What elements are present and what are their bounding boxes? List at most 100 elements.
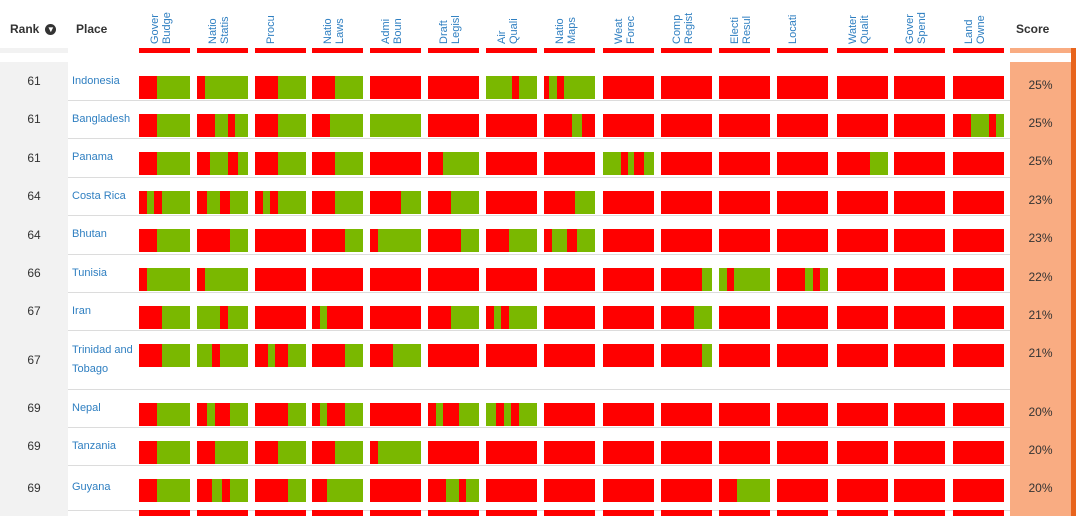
score-bar-cell[interactable]	[370, 344, 421, 367]
score-bar-cell[interactable]	[255, 76, 306, 99]
table-row[interactable]: 69 Nepal 20%	[0, 389, 1071, 428]
score-bar-cell[interactable]	[370, 229, 421, 252]
score-header[interactable]: Score	[1016, 22, 1050, 36]
score-bar-cell[interactable]	[370, 114, 421, 137]
table-row[interactable]: 61 Panama 25%	[0, 138, 1071, 178]
score-bar-cell[interactable]	[197, 344, 248, 367]
score-bar-cell[interactable]	[837, 344, 888, 367]
column-header[interactable]: Locati	[787, 0, 844, 44]
score-bar-cell[interactable]	[837, 479, 888, 502]
place-link[interactable]: Tanzania	[72, 439, 117, 452]
score-bar-cell[interactable]	[255, 268, 306, 291]
score-bar-cell[interactable]	[255, 403, 306, 426]
score-bar-cell[interactable]	[428, 479, 479, 502]
column-header[interactable]: Water Qualit	[847, 0, 904, 44]
score-bar-cell[interactable]	[544, 152, 595, 175]
score-bar-cell[interactable]	[370, 191, 421, 214]
score-bar-cell[interactable]	[719, 229, 770, 252]
score-bar-cell[interactable]	[370, 441, 421, 464]
score-bar-cell[interactable]	[953, 114, 1004, 137]
score-bar-cell[interactable]	[894, 403, 945, 426]
score-bar-cell[interactable]	[719, 441, 770, 464]
score-bar-cell[interactable]	[719, 306, 770, 329]
score-bar-cell[interactable]	[953, 344, 1004, 367]
score-bar-cell[interactable]	[603, 268, 654, 291]
score-bar-cell[interactable]	[544, 479, 595, 502]
score-bar-cell[interactable]	[894, 344, 945, 367]
score-bar-cell[interactable]	[777, 479, 828, 502]
column-header[interactable]: Admi Boun	[380, 0, 437, 44]
score-bar-cell[interactable]	[139, 403, 190, 426]
column-header[interactable]: Natio Laws	[322, 0, 379, 44]
score-bar-cell[interactable]	[544, 229, 595, 252]
score-bar-cell[interactable]	[953, 441, 1004, 464]
score-bar-cell[interactable]	[486, 441, 537, 464]
score-bar-cell[interactable]	[312, 76, 363, 99]
place-link[interactable]: Trinidad and Tobago	[72, 343, 133, 375]
score-bar-cell[interactable]	[428, 152, 479, 175]
column-header[interactable]: Gover Spend	[904, 0, 961, 44]
score-bar-cell[interactable]	[428, 268, 479, 291]
score-bar-cell[interactable]	[661, 306, 712, 329]
place-header[interactable]: Place	[76, 22, 108, 36]
score-bar-cell[interactable]	[544, 403, 595, 426]
score-bar-cell[interactable]	[486, 479, 537, 502]
score-bar-cell[interactable]	[544, 76, 595, 99]
score-bar-cell[interactable]	[544, 344, 595, 367]
table-row[interactable]: 69 Guyana 20%	[0, 465, 1071, 511]
score-bar-cell[interactable]	[255, 441, 306, 464]
score-bar-cell[interactable]	[777, 268, 828, 291]
score-bar-cell[interactable]	[255, 344, 306, 367]
place-link[interactable]: Tunisia	[72, 266, 108, 279]
score-bar-cell[interactable]	[777, 441, 828, 464]
score-bar-cell[interactable]	[894, 479, 945, 502]
score-bar-cell[interactable]	[255, 191, 306, 214]
score-bar-cell[interactable]	[255, 479, 306, 502]
place-link[interactable]: Panama	[72, 151, 113, 163]
score-bar-cell[interactable]	[139, 344, 190, 367]
score-bar-cell[interactable]	[603, 306, 654, 329]
score-bar-cell[interactable]	[603, 344, 654, 367]
chevron-down-icon[interactable]: ▼	[45, 24, 57, 36]
score-bar-cell[interactable]	[837, 403, 888, 426]
place-link[interactable]: Iran	[72, 304, 91, 317]
score-bar-cell[interactable]	[837, 229, 888, 252]
score-bar-cell[interactable]	[255, 152, 306, 175]
score-bar-cell[interactable]	[486, 229, 537, 252]
score-bar-cell[interactable]	[428, 403, 479, 426]
score-bar-cell[interactable]	[139, 114, 190, 137]
place-link[interactable]: Costa Rica	[72, 189, 126, 202]
score-bar-cell[interactable]	[603, 479, 654, 502]
score-bar-cell[interactable]	[953, 306, 1004, 329]
score-bar-cell[interactable]	[312, 403, 363, 426]
score-bar-cell[interactable]	[661, 479, 712, 502]
score-bar-cell[interactable]	[312, 479, 363, 502]
score-bar-cell[interactable]	[777, 306, 828, 329]
score-bar-cell[interactable]	[197, 76, 248, 99]
score-bar-cell[interactable]	[370, 306, 421, 329]
score-bar-cell[interactable]	[603, 191, 654, 214]
score-bar-cell[interactable]	[777, 344, 828, 367]
score-bar-cell[interactable]	[603, 229, 654, 252]
score-bar-cell[interactable]	[486, 76, 537, 99]
score-bar-cell[interactable]	[719, 268, 770, 291]
score-bar-cell[interactable]	[837, 268, 888, 291]
score-bar-cell[interactable]	[312, 268, 363, 291]
score-bar-cell[interactable]	[197, 403, 248, 426]
score-bar-cell[interactable]	[777, 403, 828, 426]
score-bar-cell[interactable]	[197, 268, 248, 291]
score-bar-cell[interactable]	[894, 191, 945, 214]
table-row[interactable]: 69 Tanzania 20%	[0, 427, 1071, 466]
score-bar-cell[interactable]	[603, 441, 654, 464]
score-bar-cell[interactable]	[139, 191, 190, 214]
score-bar-cell[interactable]	[255, 306, 306, 329]
score-bar-cell[interactable]	[777, 191, 828, 214]
score-bar-cell[interactable]	[197, 441, 248, 464]
score-bar-cell[interactable]	[603, 403, 654, 426]
score-bar-cell[interactable]	[312, 191, 363, 214]
score-bar-cell[interactable]	[777, 114, 828, 137]
place-link[interactable]: Bhutan	[72, 228, 107, 240]
score-bar-cell[interactable]	[197, 306, 248, 329]
score-bar-cell[interactable]	[139, 306, 190, 329]
column-header[interactable]: Electi Resul	[729, 0, 786, 44]
